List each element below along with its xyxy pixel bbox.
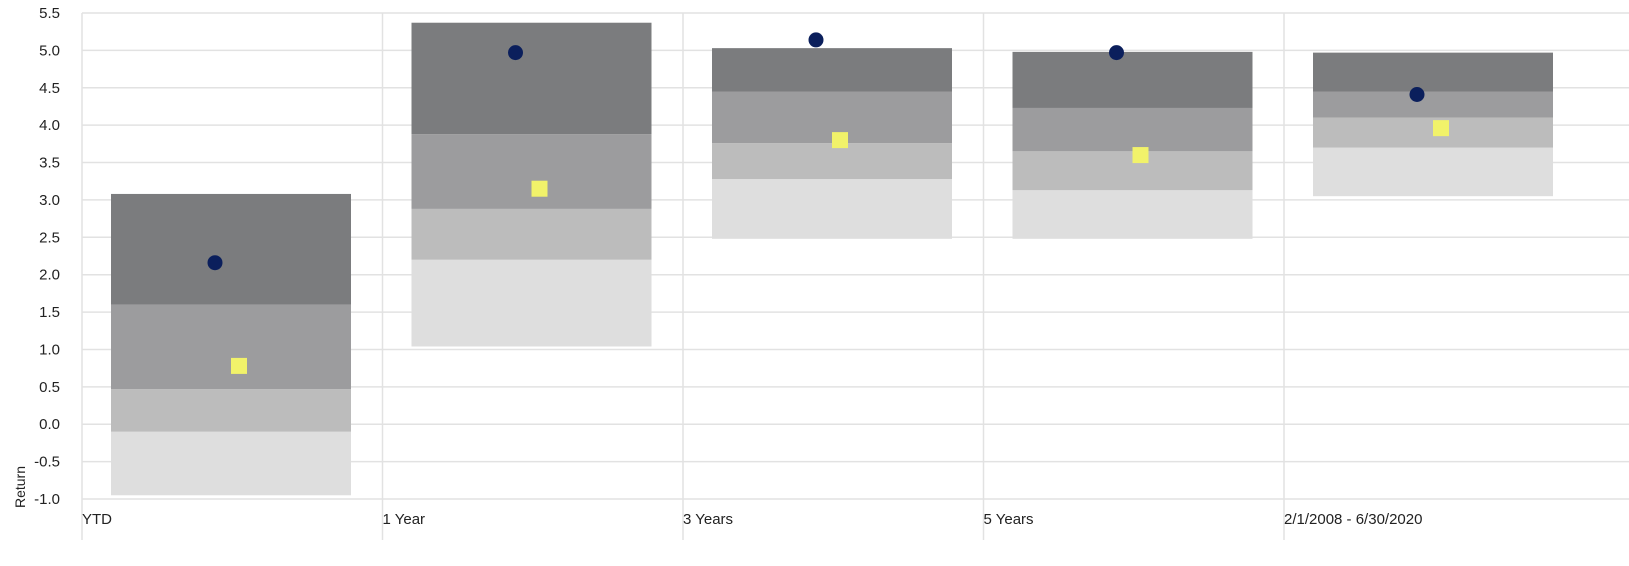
band-bottom-quartile <box>1313 147 1553 197</box>
square-marker <box>231 357 247 374</box>
y-tick-label: 4.0 <box>39 117 60 134</box>
band-bottom-quartile <box>712 178 952 239</box>
y-tick-label: 2.0 <box>39 267 60 284</box>
y-tick-label: 3.0 <box>39 192 60 209</box>
data-markers <box>207 32 1449 374</box>
band-top-quartile <box>712 48 952 92</box>
band-top-quartile <box>411 22 652 135</box>
band-bottom-quartile <box>111 431 351 496</box>
y-tick-label: 0.0 <box>39 416 60 433</box>
square-marker <box>1132 147 1149 164</box>
y-tick-label: 5.5 <box>39 5 60 22</box>
square-marker <box>531 180 548 197</box>
band-top-quartile <box>1313 52 1553 92</box>
band-third-quartile <box>111 389 351 432</box>
circle-marker <box>808 32 824 48</box>
y-tick-label: 5.0 <box>39 42 60 59</box>
square-marker <box>832 132 848 149</box>
circle-marker <box>1109 45 1124 61</box>
y-axis-title: Return <box>12 466 28 508</box>
y-tick-label: 0.5 <box>39 379 60 396</box>
y-tick-label: 2.5 <box>39 229 60 246</box>
x-axis: YTD 1 Year 3 Years 5 Years 2/1/2008 - 6/30/2… <box>82 511 1422 528</box>
x-category-label: 3 Years <box>683 511 733 528</box>
y-tick-label: 3.5 <box>39 155 60 172</box>
y-axis: 5.5 5.0 4.5 4.0 3.5 3.0 2.5 2.0 1.5 1.0 0.5 0.0 -0.5… <box>34 5 60 508</box>
square-marker <box>1433 120 1449 137</box>
y-tick-label: 1.0 <box>39 341 60 358</box>
band-bottom-quartile <box>1012 190 1253 239</box>
band-second-quartile <box>1012 107 1253 152</box>
x-category-label: YTD <box>82 511 112 528</box>
y-tick-label: 1.5 <box>39 304 60 321</box>
x-category-label: 2/1/2008 - 6/30/2020 <box>1284 511 1422 528</box>
band-second-quartile <box>1313 91 1553 118</box>
y-tick-label: 4.5 <box>39 80 60 97</box>
x-category-label: 1 Year <box>383 511 426 528</box>
band-second-quartile <box>111 304 351 390</box>
circle-marker <box>508 45 523 61</box>
y-tick-label: -0.5 <box>34 454 60 471</box>
circle-marker <box>1409 86 1425 102</box>
band-bottom-quartile <box>411 259 652 347</box>
band-top-quartile <box>111 193 351 305</box>
band-top-quartile <box>1012 51 1253 108</box>
band-third-quartile <box>712 143 952 179</box>
x-category-label: 5 Years <box>984 511 1034 528</box>
y-tick-label: -1.0 <box>34 491 60 508</box>
circle-marker <box>207 255 223 271</box>
band-third-quartile <box>411 208 652 260</box>
band-second-quartile <box>411 134 652 209</box>
